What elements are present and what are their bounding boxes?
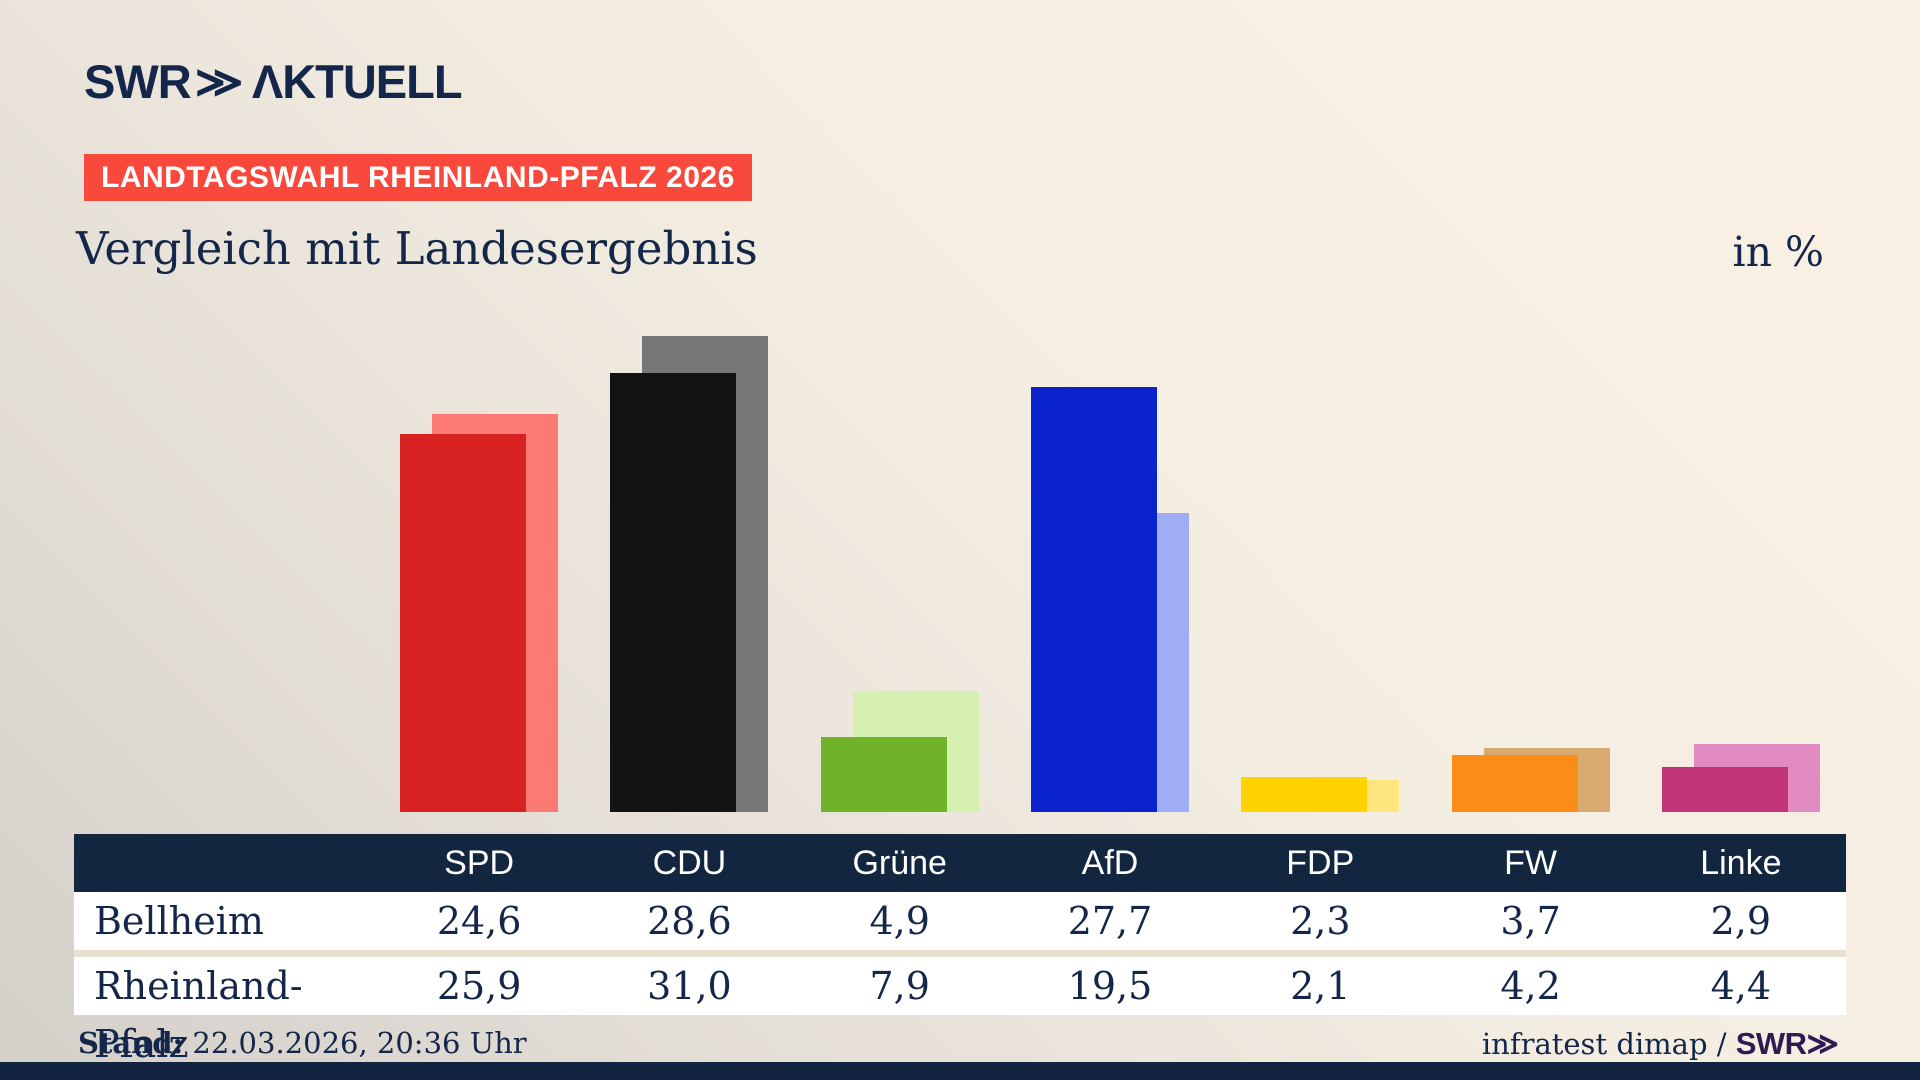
bar-bellheim-cdu [610, 373, 737, 812]
table-cell: 4,4 [1710, 964, 1772, 1008]
table-cell: 4,2 [1500, 964, 1561, 1008]
table-cell: 27,7 [1067, 899, 1153, 943]
comparison-bar-chart [400, 336, 1820, 812]
source-swr-logo: SWR≫ [1735, 1026, 1840, 1061]
table-cell: 2,3 [1290, 899, 1351, 943]
unit-label: in % [1732, 228, 1824, 276]
table-cell: 2,1 [1290, 964, 1351, 1008]
bar-bellheim-fdp [1241, 777, 1368, 812]
row-label: Bellheim [94, 899, 264, 943]
bar-bellheim-afd [1031, 387, 1157, 812]
column-header-fw: FW [1504, 844, 1557, 882]
column-header-cdu: CDU [652, 844, 727, 882]
table-cell: 4,9 [869, 899, 930, 943]
column-header-empty [74, 834, 374, 892]
stand-value: 22.03.2026, 20:36 Uhr [192, 1026, 527, 1060]
source-credit: infratest dimap / SWR≫ [1481, 1026, 1840, 1062]
logo-swr-text: SWR [84, 55, 192, 108]
source-text: infratest dimap / [1481, 1027, 1736, 1061]
page-title: Vergleich mit Landesergebnis [76, 222, 758, 275]
column-header-fdp: FDP [1286, 844, 1355, 882]
table-cell: 24,6 [436, 899, 522, 943]
timestamp: Stand: 22.03.2026, 20:36 Uhr [78, 1026, 527, 1060]
source-logo-chevron-icon: ≫ [1806, 1026, 1840, 1061]
table-row: Rheinland-Pfalz 25,9 31,0 7,9 19,5 2,1 4,2 4,4 [74, 957, 1846, 1066]
table-cell: 7,9 [869, 964, 930, 1008]
column-header-afd: AfD [1081, 844, 1139, 882]
table-cell: 19,5 [1067, 964, 1153, 1008]
table-cell: 3,7 [1500, 899, 1561, 943]
table-cell: 25,9 [436, 964, 522, 1008]
bar-bellheim-fw [1451, 755, 1578, 812]
bar-bellheim-spd [400, 434, 527, 812]
stand-label: Stand: [78, 1026, 184, 1060]
bar-bellheim-grne [820, 737, 947, 812]
logo-aktuell-text: ΛKTUELL [251, 55, 463, 108]
election-badge: LANDTAGSWAHL RHEINLAND-PFALZ 2026 [84, 154, 752, 201]
swr-aktuell-logo: SWR≫ ΛKTUELL [84, 54, 463, 110]
column-header-grne: Grüne [852, 844, 947, 882]
table-row: Bellheim 24,6 28,6 4,9 27,7 2,3 3,7 2,9 [74, 892, 1846, 950]
bottom-brand-bar [0, 1062, 1920, 1080]
table-cell: 28,6 [647, 899, 732, 943]
bar-bellheim-linke [1661, 767, 1788, 812]
logo-chevron-icon: ≫ [194, 57, 244, 106]
results-table: SPD CDU Grüne AfD FDP FW Linke Bellheim 24,6 28,6… [74, 834, 1846, 1066]
column-header-linke: Linke [1700, 844, 1782, 882]
table-cell: 31,0 [647, 964, 732, 1008]
row-separator [74, 950, 1846, 957]
column-header-spd: SPD [444, 844, 515, 882]
table-cell: 2,9 [1710, 899, 1772, 943]
table-header-row: SPD CDU Grüne AfD FDP FW Linke [74, 834, 1846, 892]
row-label: Rheinland-Pfalz [94, 964, 303, 1066]
